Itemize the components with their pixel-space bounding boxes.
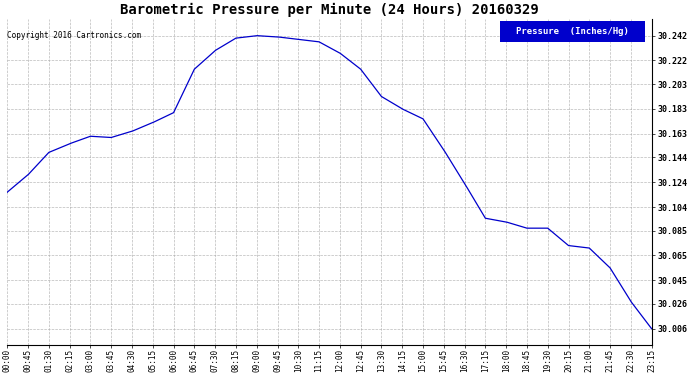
Title: Barometric Pressure per Minute (24 Hours) 20160329: Barometric Pressure per Minute (24 Hours…	[120, 3, 539, 17]
Text: Copyright 2016 Cartronics.com: Copyright 2016 Cartronics.com	[8, 31, 141, 40]
Text: Pressure  (Inches/Hg): Pressure (Inches/Hg)	[516, 27, 629, 36]
